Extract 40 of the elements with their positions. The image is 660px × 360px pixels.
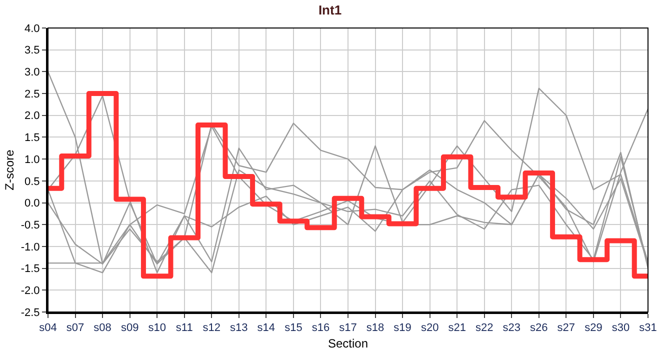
x-tick-label: s07 [66, 322, 84, 334]
y-tick-label: 0.5 [24, 176, 40, 188]
y-tick-label: 4.0 [24, 22, 40, 35]
y-tick-label: 3.5 [24, 44, 40, 57]
y-tick-label: 0.0 [24, 198, 40, 210]
x-tick-label: s31 [639, 322, 657, 334]
x-tick-label: s23 [502, 322, 521, 334]
x-tick-label: s14 [257, 322, 276, 334]
y-tick-label: 2.0 [24, 110, 40, 122]
x-tick-label: s27 [557, 322, 576, 334]
x-tick-label: s16 [312, 322, 330, 334]
y-tick-label: -1.0 [20, 241, 40, 254]
x-tick-label: s11 [176, 322, 193, 334]
y-tick-label: -0.5 [20, 219, 40, 232]
y-tick-label: 3.0 [24, 66, 40, 79]
x-tick-label: s09 [120, 322, 139, 334]
y-tick-label: -2.5 [20, 306, 40, 319]
x-tick-label: s21 [448, 322, 466, 334]
x-tick-label: s29 [584, 322, 602, 334]
x-tick-label: s08 [94, 322, 112, 334]
x-axis-title: Section [328, 336, 368, 351]
y-tick-label: 2.5 [24, 88, 40, 100]
x-tick-label: s17 [339, 322, 357, 334]
x-tick-label: s18 [366, 322, 384, 334]
x-tick-label: s15 [284, 322, 302, 334]
y-tick-label: 1.5 [24, 132, 40, 144]
x-tick-label: s10 [148, 322, 166, 334]
chart-title: Int1 [318, 2, 342, 18]
y-tick-label: -1.5 [20, 263, 40, 276]
x-tick-label: s04 [39, 322, 57, 334]
x-tick-label: s19 [394, 322, 412, 334]
x-tick-label: s13 [230, 322, 248, 334]
y-tick-label: 1.0 [24, 154, 40, 166]
y-axis-title: Z-score [2, 149, 17, 190]
x-tick-label: s20 [420, 322, 439, 334]
y-tick-label: -2.0 [20, 285, 40, 297]
x-tick-label: s22 [475, 322, 494, 334]
x-tick-label: s12 [202, 322, 221, 334]
x-tick-label: s26 [530, 322, 548, 334]
x-tick-label: s30 [612, 322, 630, 334]
